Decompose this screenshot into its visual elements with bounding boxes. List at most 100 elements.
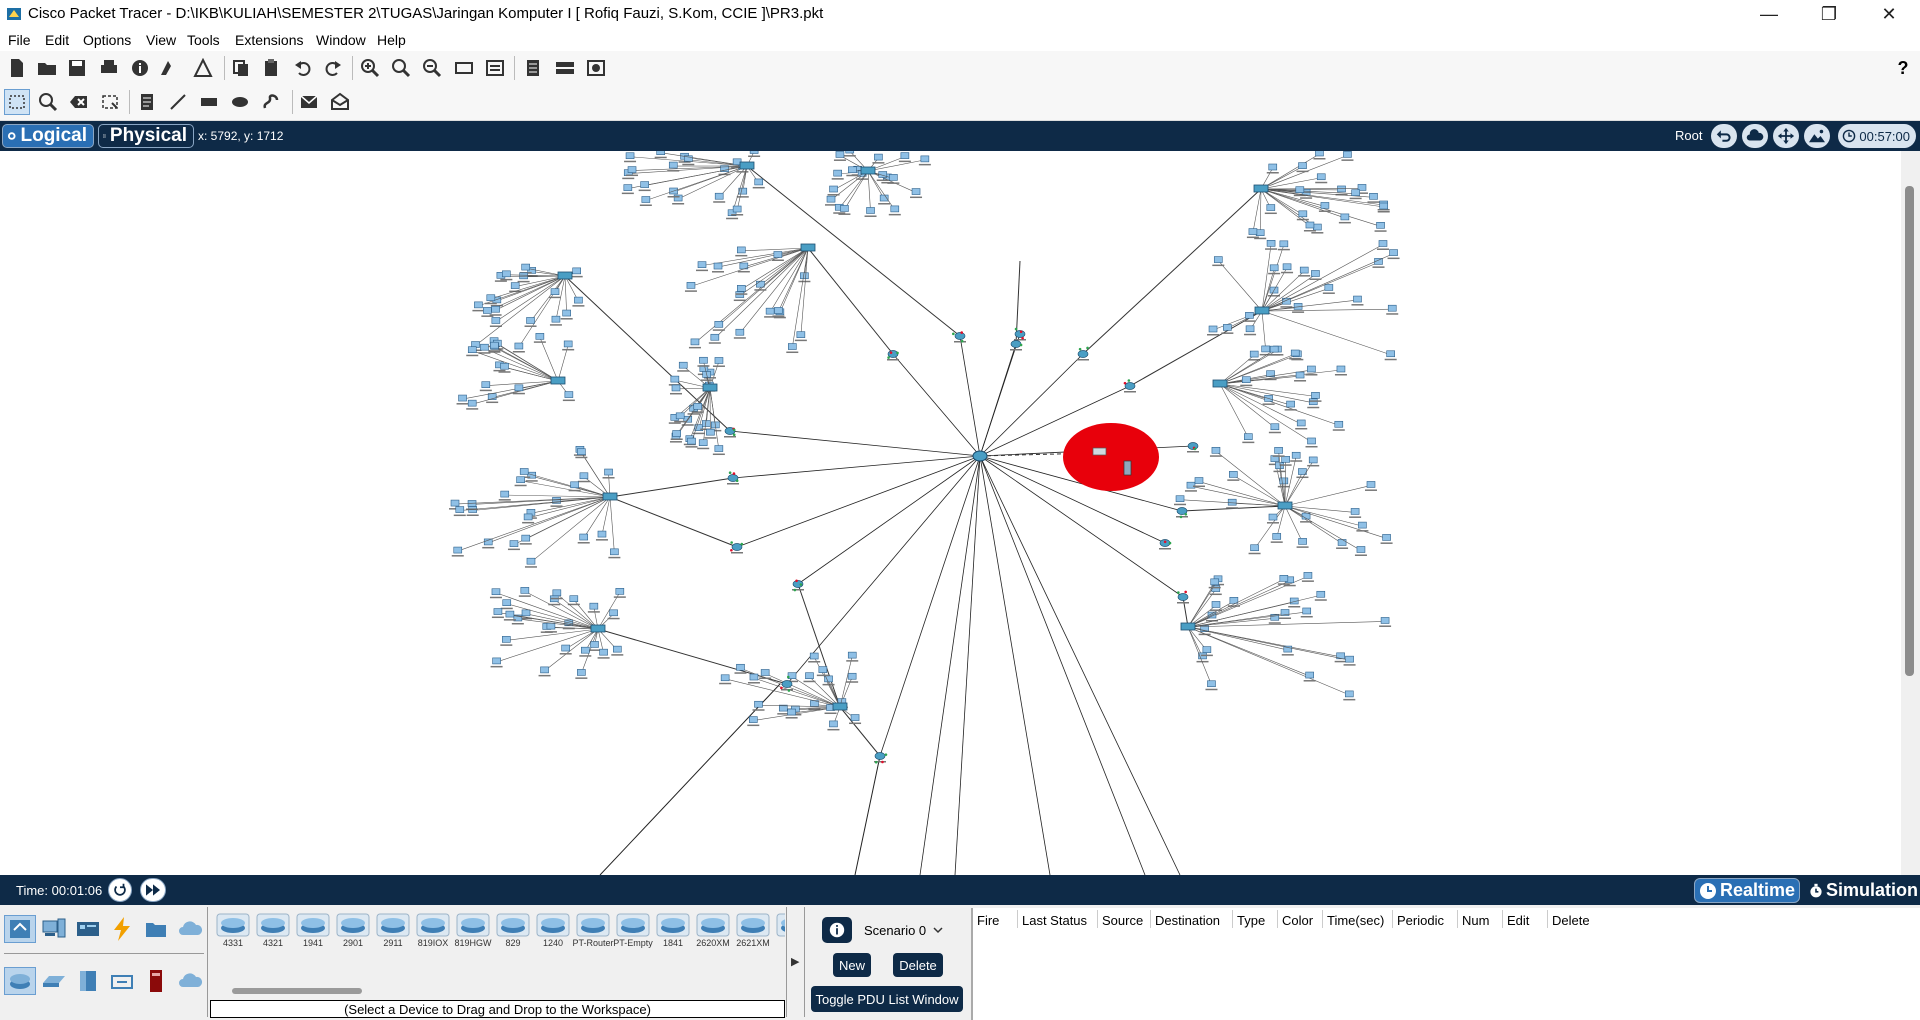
new-scenario-button[interactable]: New bbox=[833, 953, 871, 977]
router-model-819hgw[interactable]: 819HGW bbox=[454, 913, 492, 951]
components-category-icon[interactable] bbox=[72, 915, 104, 943]
new-file-icon[interactable] bbox=[4, 55, 30, 81]
collapse-arrow-icon[interactable]: ▶ bbox=[791, 956, 800, 968]
scenario-select[interactable]: Scenario 0 bbox=[864, 919, 954, 941]
menu-view[interactable]: View bbox=[146, 32, 177, 48]
close-button[interactable]: ✕ bbox=[1881, 4, 1897, 24]
fast-forward-icon[interactable] bbox=[140, 878, 166, 902]
cluster-cloud-icon[interactable] bbox=[1742, 124, 1768, 148]
web-view-icon[interactable] bbox=[583, 55, 609, 81]
router-model-2620xm[interactable]: 2620XM bbox=[694, 913, 732, 951]
scenario-info-icon[interactable] bbox=[822, 917, 852, 943]
router-model-819iox[interactable]: 819IOX bbox=[414, 913, 452, 951]
freeform-icon[interactable] bbox=[258, 89, 284, 115]
switches-subcategory-icon[interactable] bbox=[38, 967, 70, 995]
add-simple-pdu-icon[interactable] bbox=[296, 89, 322, 115]
scrollbar-thumb[interactable] bbox=[1905, 186, 1914, 676]
router-model-2[interactable]: 2 bbox=[774, 913, 785, 951]
tab-logical[interactable]: Logical bbox=[2, 124, 94, 148]
zoom-reset-icon[interactable] bbox=[388, 55, 414, 81]
pc-node bbox=[1211, 446, 1221, 454]
open-folder-icon[interactable] bbox=[34, 55, 60, 81]
viewport-clock[interactable]: 00:57:00 bbox=[1838, 124, 1916, 148]
delete-scenario-button[interactable]: Delete bbox=[893, 953, 943, 977]
zoom-out-icon[interactable] bbox=[419, 55, 445, 81]
menu-options[interactable]: Options bbox=[83, 32, 132, 48]
realtime-clock-icon bbox=[1700, 882, 1716, 899]
pc-label bbox=[1386, 313, 1399, 315]
router-model-1841[interactable]: 1841 bbox=[654, 913, 692, 951]
menu-edit[interactable]: Edit bbox=[45, 32, 70, 48]
copy-icon[interactable] bbox=[228, 55, 254, 81]
pc-node bbox=[1379, 202, 1389, 210]
power-cycle-icon[interactable] bbox=[108, 878, 132, 902]
router-model-2901[interactable]: 2901 bbox=[334, 913, 372, 951]
maximize-button[interactable]: ❐ bbox=[1820, 4, 1838, 24]
network-devices-category-icon[interactable] bbox=[4, 915, 36, 943]
router-model-829[interactable]: 829 bbox=[494, 913, 532, 951]
router-model-2621xm[interactable]: 2621XM bbox=[734, 913, 772, 951]
realtime-mode-button[interactable]: Realtime bbox=[1694, 878, 1800, 903]
print-icon[interactable] bbox=[96, 55, 122, 81]
inspect-tool-icon[interactable] bbox=[35, 89, 61, 115]
highlight-circle bbox=[1063, 423, 1159, 491]
menu-extensions[interactable]: Extensions bbox=[235, 32, 304, 48]
wireless-subcategory-icon[interactable] bbox=[106, 967, 138, 995]
router-model-label: PT-Empty bbox=[613, 938, 653, 948]
miscellaneous-category-icon[interactable] bbox=[140, 915, 172, 943]
undo-icon[interactable] bbox=[290, 55, 316, 81]
multiuser-category-icon[interactable] bbox=[174, 915, 206, 943]
router-model-1941[interactable]: 1941 bbox=[294, 913, 332, 951]
back-icon[interactable] bbox=[1711, 124, 1737, 148]
simulation-mode-button[interactable]: Simulation bbox=[1806, 878, 1918, 903]
logical-workspace[interactable] bbox=[0, 151, 1901, 875]
security-subcategory-icon[interactable] bbox=[140, 967, 172, 995]
help-icon[interactable]: ? bbox=[1897, 57, 1909, 78]
redo-icon[interactable] bbox=[320, 55, 346, 81]
draw-line-icon[interactable] bbox=[165, 89, 191, 115]
menu-window[interactable]: Window bbox=[316, 32, 366, 48]
menu-tools[interactable]: Tools bbox=[187, 32, 220, 48]
minimize-button[interactable]: — bbox=[1760, 4, 1778, 24]
pdu-list-icon[interactable] bbox=[520, 55, 546, 81]
routers-subcategory-icon[interactable] bbox=[4, 967, 36, 995]
end-devices-category-icon[interactable] bbox=[38, 915, 70, 943]
wan-emulation-subcategory-icon[interactable] bbox=[174, 967, 206, 995]
custom-devices-dialog-icon[interactable] bbox=[482, 55, 508, 81]
pc-label bbox=[1387, 257, 1400, 260]
pc-node bbox=[613, 645, 622, 653]
move-object-icon[interactable] bbox=[1773, 124, 1799, 148]
device-list-scroll-thumb[interactable] bbox=[232, 988, 362, 994]
menu-file[interactable]: File bbox=[8, 32, 31, 48]
drawing-palette-icon[interactable] bbox=[451, 55, 477, 81]
hubs-subcategory-icon[interactable] bbox=[72, 967, 104, 995]
connections-category-icon[interactable] bbox=[106, 915, 138, 943]
add-complex-pdu-icon[interactable] bbox=[327, 89, 353, 115]
router-model-2911[interactable]: 2911 bbox=[374, 913, 412, 951]
router-model-pt-router[interactable]: PT-Router bbox=[573, 913, 614, 951]
router-model-pt-empty[interactable]: PT-Empty bbox=[613, 913, 653, 951]
set-background-icon[interactable] bbox=[1804, 124, 1830, 148]
info-icon[interactable] bbox=[127, 55, 153, 81]
cluster-icon[interactable] bbox=[552, 55, 578, 81]
zoom-in-icon[interactable] bbox=[357, 55, 383, 81]
custom-device-icon[interactable] bbox=[155, 55, 181, 81]
toggle-pdu-list-button[interactable]: Toggle PDU List Window bbox=[811, 986, 963, 1012]
menu-help[interactable]: Help bbox=[377, 32, 406, 48]
router-icon bbox=[456, 913, 490, 937]
device-list-scrollbar[interactable] bbox=[210, 984, 785, 998]
router-model-4331[interactable]: 4331 bbox=[214, 913, 252, 951]
tab-physical[interactable]: Physical bbox=[98, 124, 194, 148]
router-model-1240[interactable]: 1240 bbox=[534, 913, 572, 951]
save-icon[interactable] bbox=[64, 55, 90, 81]
resize-shape-icon[interactable] bbox=[97, 89, 123, 115]
workspace-scrollbar[interactable] bbox=[1901, 151, 1920, 875]
delete-tool-icon[interactable] bbox=[66, 89, 92, 115]
paste-icon[interactable] bbox=[258, 55, 284, 81]
router-model-4321[interactable]: 4321 bbox=[254, 913, 292, 951]
draw-rectangle-icon[interactable] bbox=[196, 89, 222, 115]
draw-ellipse-icon[interactable] bbox=[227, 89, 253, 115]
place-note-icon[interactable] bbox=[134, 89, 160, 115]
activity-wizard-icon[interactable] bbox=[190, 55, 216, 81]
select-tool-icon[interactable] bbox=[4, 89, 30, 115]
